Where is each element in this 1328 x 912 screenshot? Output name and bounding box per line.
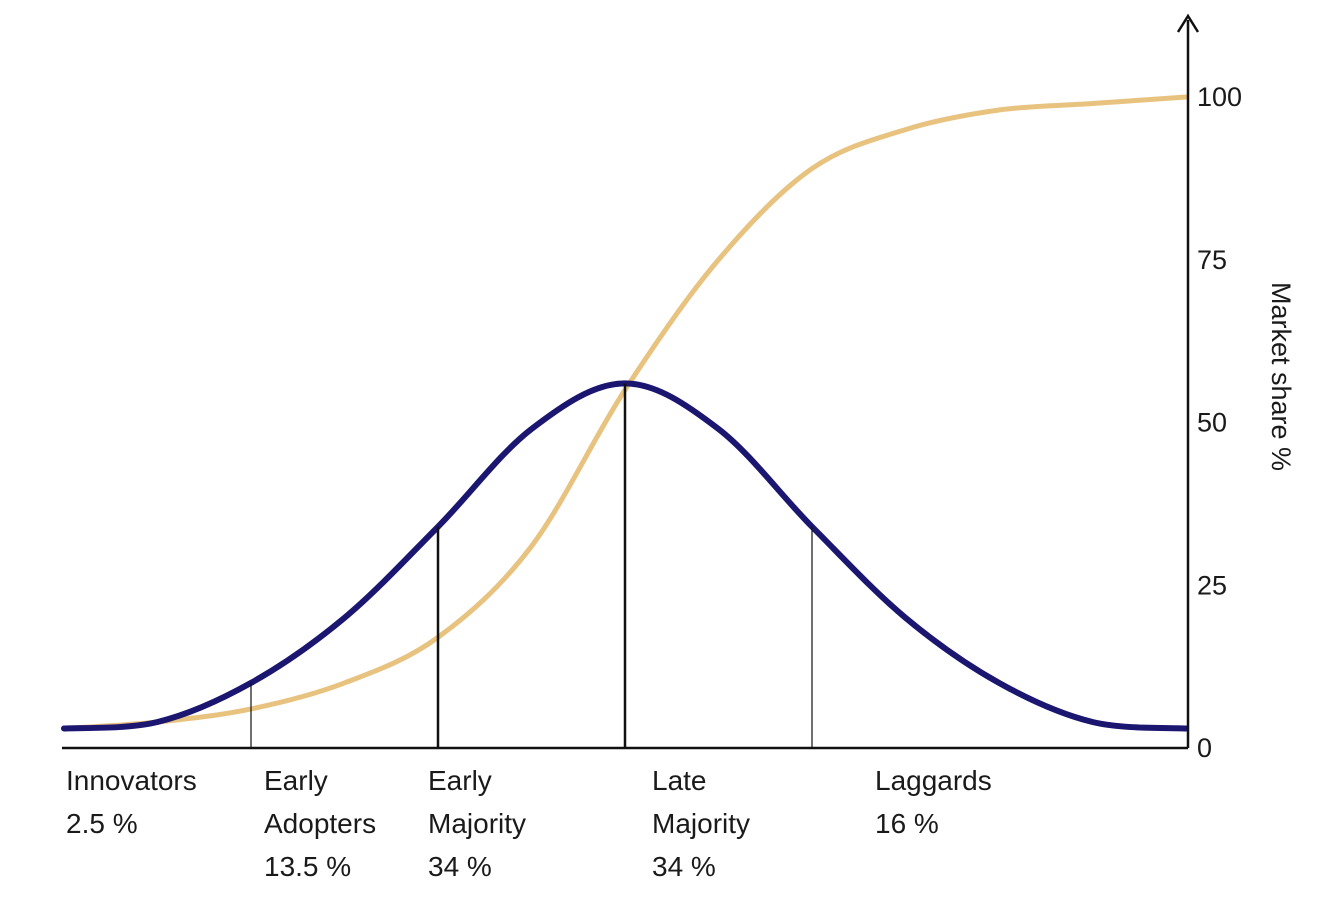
segment-early-adopters-name-line2: Adopters: [264, 808, 376, 839]
segment-laggards-share: 16 %: [875, 808, 939, 839]
segment-early-majority-share: 34 %: [428, 851, 492, 882]
y-tick-label: 0: [1197, 733, 1212, 763]
segment-laggards-name: Laggards: [875, 765, 992, 796]
adopter-distribution-line: [61, 380, 1189, 732]
y-tick-label: 25: [1197, 570, 1227, 600]
y-tick-label: 100: [1197, 82, 1242, 112]
y-tick-label: 75: [1197, 245, 1227, 275]
y-axis-title: Market share %: [1266, 282, 1296, 471]
segment-early-adopters-share: 13.5 %: [264, 851, 351, 882]
segment-early-adopters-name-line1: Early: [264, 765, 328, 796]
segment-innovators-share: 2.5 %: [66, 808, 138, 839]
segment-late-majority-share: 34 %: [652, 851, 716, 882]
segment-dividers: [250, 383, 813, 748]
y-tick-labels: 0 25 50 75 100: [1197, 82, 1242, 763]
segment-innovators-name: Innovators: [66, 765, 197, 796]
segment-early-majority-name-line1: Early: [428, 765, 492, 796]
y-axis-arrowhead: [1176, 13, 1200, 33]
segment-late-majority-name-line1: Late: [652, 765, 707, 796]
segment-early-majority-name-line2: Majority: [428, 808, 526, 839]
segment-late-majority-name-line2: Majority: [652, 808, 750, 839]
y-tick-label: 50: [1197, 408, 1227, 438]
